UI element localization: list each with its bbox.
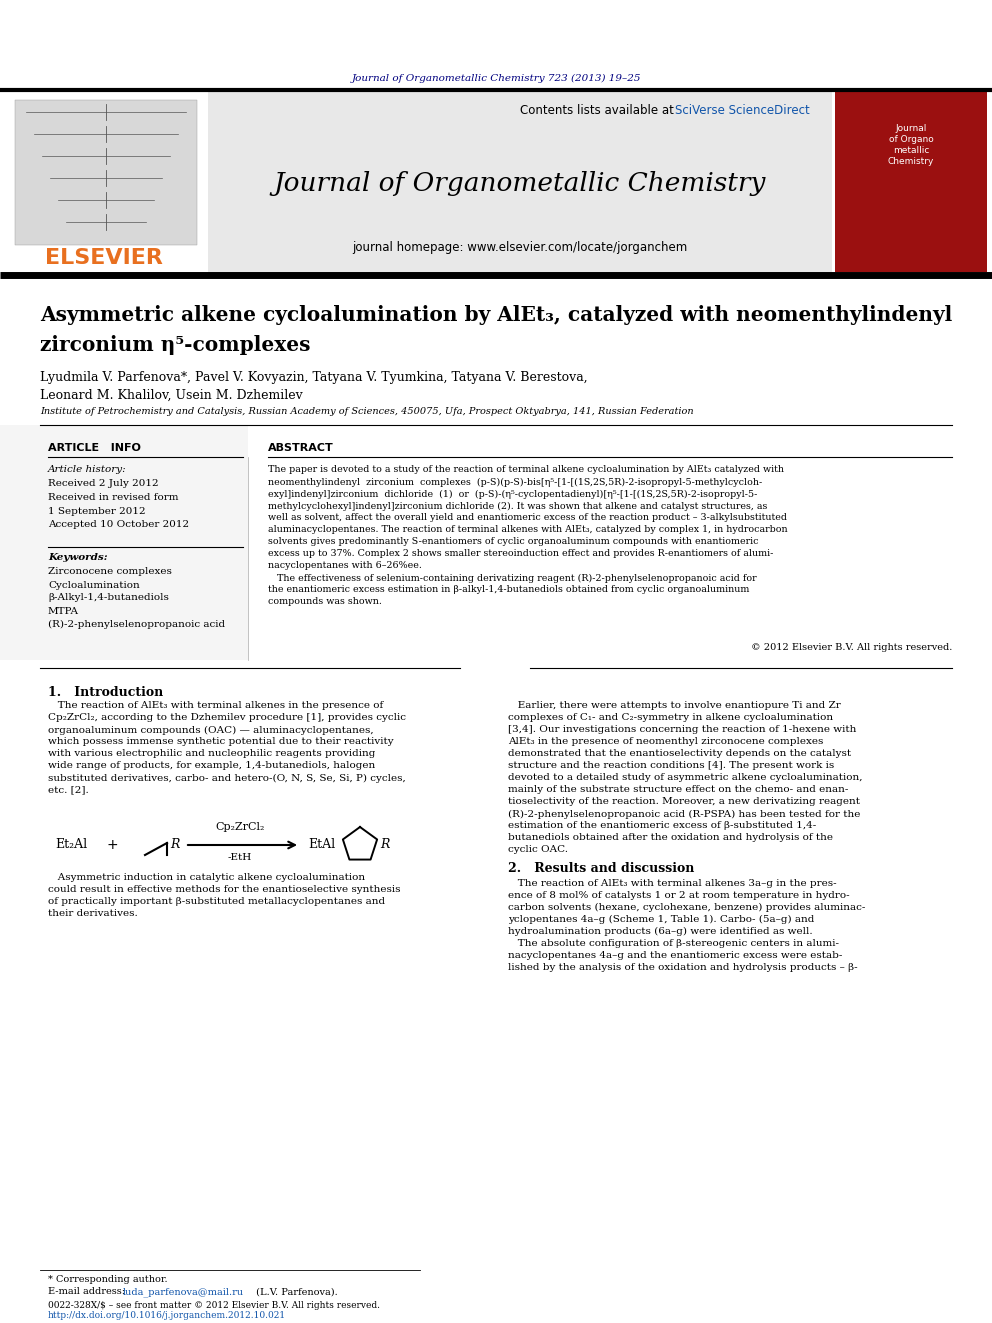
Text: Received 2 July 2012: Received 2 July 2012 bbox=[48, 479, 159, 488]
Text: organoaluminum compounds (OAC) — aluminacyclopentanes,: organoaluminum compounds (OAC) — alumina… bbox=[48, 725, 374, 734]
Text: Lyudmila V. Parfenova*, Pavel V. Kovyazin, Tatyana V. Tyumkina, Tatyana V. Beres: Lyudmila V. Parfenova*, Pavel V. Kovyazi… bbox=[40, 372, 587, 385]
Text: The absolute configuration of β-stereogenic centers in alumi-: The absolute configuration of β-stereoge… bbox=[508, 938, 839, 947]
Text: [3,4]. Our investigations concerning the reaction of 1-hexene with: [3,4]. Our investigations concerning the… bbox=[508, 725, 856, 734]
Text: Contents lists available at: Contents lists available at bbox=[520, 103, 678, 116]
Text: demonstrated that the enantioselectivity depends on the catalyst: demonstrated that the enantioselectivity… bbox=[508, 750, 851, 758]
Text: The reaction of AlEt₃ with terminal alkenes 3a–g in the pres-: The reaction of AlEt₃ with terminal alke… bbox=[508, 878, 836, 888]
Text: their derivatives.: their derivatives. bbox=[48, 909, 138, 918]
Text: EtAl: EtAl bbox=[308, 839, 335, 852]
Text: ence of 8 mol% of catalysts 1 or 2 at room temperature in hydro-: ence of 8 mol% of catalysts 1 or 2 at ro… bbox=[508, 890, 849, 900]
Text: excess up to 37%. Complex 2 shows smaller stereoinduction effect and provides R-: excess up to 37%. Complex 2 shows smalle… bbox=[268, 549, 774, 558]
Text: aluminacyclopentanes. The reaction of terminal alkenes with AlEt₃, catalyzed by : aluminacyclopentanes. The reaction of te… bbox=[268, 525, 788, 534]
Text: Keywords:: Keywords: bbox=[48, 553, 107, 562]
Text: (R)-2-phenylselenopropanoic acid: (R)-2-phenylselenopropanoic acid bbox=[48, 619, 225, 628]
Text: complexes of C₁- and C₂-symmetry in alkene cycloalumination: complexes of C₁- and C₂-symmetry in alke… bbox=[508, 713, 833, 722]
Text: ARTICLE   INFO: ARTICLE INFO bbox=[48, 443, 141, 452]
Text: Cycloalumination: Cycloalumination bbox=[48, 581, 140, 590]
Text: Earlier, there were attempts to involve enantiopure Ti and Zr: Earlier, there were attempts to involve … bbox=[508, 701, 841, 710]
Text: Journal of Organometallic Chemistry: Journal of Organometallic Chemistry bbox=[274, 171, 766, 196]
Text: β-Alkyl-1,4-butanediols: β-Alkyl-1,4-butanediols bbox=[48, 594, 169, 602]
Text: structure and the reaction conditions [4]. The present work is: structure and the reaction conditions [4… bbox=[508, 762, 834, 770]
Text: Article history:: Article history: bbox=[48, 466, 127, 475]
Text: Cp₂ZrCl₂: Cp₂ZrCl₂ bbox=[215, 822, 265, 832]
Bar bbox=[15, 101, 197, 245]
Text: lished by the analysis of the oxidation and hydrolysis products – β-: lished by the analysis of the oxidation … bbox=[508, 963, 858, 971]
Text: luda_parfenova@mail.ru: luda_parfenova@mail.ru bbox=[123, 1287, 244, 1297]
Bar bbox=[0, 90, 208, 275]
Text: zirconium η⁵-complexes: zirconium η⁵-complexes bbox=[40, 335, 310, 355]
Text: -EtH: -EtH bbox=[228, 852, 252, 861]
Text: The reaction of AlEt₃ with terminal alkenes in the presence of: The reaction of AlEt₃ with terminal alke… bbox=[48, 701, 383, 710]
Bar bbox=[0, 90, 992, 275]
Text: * Corresponding author.: * Corresponding author. bbox=[48, 1275, 168, 1285]
Bar bbox=[835, 93, 987, 273]
Text: neomenthylindenyl  zirconium  complexes  (p-S)(p-S)-bis[η⁵-[1-[(1S,2S,5R)-2-isop: neomenthylindenyl zirconium complexes (p… bbox=[268, 478, 762, 487]
Text: hydroalumination products (6a–g) were identified as well.: hydroalumination products (6a–g) were id… bbox=[508, 926, 812, 935]
Text: http://dx.doi.org/10.1016/j.jorganchem.2012.10.021: http://dx.doi.org/10.1016/j.jorganchem.2… bbox=[48, 1311, 286, 1320]
Text: solvents gives predominantly S-enantiomers of cyclic organoaluminum compounds wi: solvents gives predominantly S-enantiome… bbox=[268, 537, 759, 546]
Text: ELSEVIER: ELSEVIER bbox=[45, 247, 163, 269]
Text: (R)-2-phenylselenopropanoic acid (R-PSPA) has been tested for the: (R)-2-phenylselenopropanoic acid (R-PSPA… bbox=[508, 810, 860, 819]
Text: R: R bbox=[380, 839, 390, 852]
Text: Zirconocene complexes: Zirconocene complexes bbox=[48, 568, 172, 577]
Text: Asymmetric induction in catalytic alkene cycloalumination: Asymmetric induction in catalytic alkene… bbox=[48, 873, 365, 882]
Text: which possess immense synthetic potential due to their reactivity: which possess immense synthetic potentia… bbox=[48, 737, 394, 746]
Text: Institute of Petrochemistry and Catalysis, Russian Academy of Sciences, 450075, : Institute of Petrochemistry and Catalysi… bbox=[40, 407, 693, 417]
Text: etc. [2].: etc. [2]. bbox=[48, 786, 88, 795]
Text: Asymmetric alkene cycloalumination by AlEt₃, catalyzed with neomenthylindenyl: Asymmetric alkene cycloalumination by Al… bbox=[40, 306, 952, 325]
Text: Journal of Organometallic Chemistry 723 (2013) 19–25: Journal of Organometallic Chemistry 723 … bbox=[351, 74, 641, 82]
Text: Et₂Al: Et₂Al bbox=[55, 839, 87, 852]
Text: 1.   Introduction: 1. Introduction bbox=[48, 685, 164, 699]
Text: Received in revised form: Received in revised form bbox=[48, 493, 179, 501]
Text: tioselectivity of the reaction. Moreover, a new derivatizing reagent: tioselectivity of the reaction. Moreover… bbox=[508, 798, 860, 807]
Text: AlEt₃ in the presence of neomenthyl zirconocene complexes: AlEt₃ in the presence of neomenthyl zirc… bbox=[508, 737, 823, 746]
Bar bbox=[832, 90, 992, 275]
Text: of practically important β-substituted metallacyclopentanes and: of practically important β-substituted m… bbox=[48, 897, 385, 906]
Text: +: + bbox=[106, 837, 118, 852]
Text: Cp₂ZrCl₂, according to the Dzhemilev procedure [1], provides cyclic: Cp₂ZrCl₂, according to the Dzhemilev pro… bbox=[48, 713, 406, 722]
Text: methylcyclohexyl]indenyl]zirconium dichloride (2). It was shown that alkene and : methylcyclohexyl]indenyl]zirconium dichl… bbox=[268, 501, 768, 511]
Bar bbox=[0, 425, 248, 660]
Text: The effectiveness of selenium-containing derivatizing reagent (R)-2-phenylseleno: The effectiveness of selenium-containing… bbox=[268, 573, 757, 582]
Text: butanediols obtained after the oxidation and hydrolysis of the: butanediols obtained after the oxidation… bbox=[508, 833, 833, 843]
Text: ABSTRACT: ABSTRACT bbox=[268, 443, 333, 452]
Text: 2.   Results and discussion: 2. Results and discussion bbox=[508, 861, 694, 875]
Text: 1 September 2012: 1 September 2012 bbox=[48, 507, 146, 516]
Text: compounds was shown.: compounds was shown. bbox=[268, 598, 382, 606]
Text: Journal
of Organo
metallic
Chemistry: Journal of Organo metallic Chemistry bbox=[888, 124, 934, 167]
Text: The paper is devoted to a study of the reaction of terminal alkene cycloaluminat: The paper is devoted to a study of the r… bbox=[268, 466, 784, 475]
Text: the enantiomeric excess estimation in β-alkyl-1,4-butanediols obtained from cycl: the enantiomeric excess estimation in β-… bbox=[268, 586, 749, 594]
Text: R: R bbox=[170, 839, 180, 852]
Text: wide range of products, for example, 1,4-butanediols, halogen: wide range of products, for example, 1,4… bbox=[48, 762, 375, 770]
Text: © 2012 Elsevier B.V. All rights reserved.: © 2012 Elsevier B.V. All rights reserved… bbox=[751, 643, 952, 652]
Text: MTPA: MTPA bbox=[48, 606, 79, 615]
Text: E-mail address:: E-mail address: bbox=[48, 1287, 128, 1297]
Text: mainly of the substrate structure effect on the chemo- and enan-: mainly of the substrate structure effect… bbox=[508, 786, 848, 795]
Text: cyclic OAC.: cyclic OAC. bbox=[508, 845, 568, 855]
Text: Leonard M. Khalilov, Usein M. Dzhemilev: Leonard M. Khalilov, Usein M. Dzhemilev bbox=[40, 389, 303, 401]
Text: (L.V. Parfenova).: (L.V. Parfenova). bbox=[253, 1287, 337, 1297]
Text: exyl]indenyl]zirconium  dichloride  (1)  or  (p-S)-(η⁵-cyclopentadienyl)[η⁵-[1-[: exyl]indenyl]zirconium dichloride (1) or… bbox=[268, 490, 757, 499]
Text: substituted derivatives, carbo- and hetero-(O, N, S, Se, Si, P) cycles,: substituted derivatives, carbo- and hete… bbox=[48, 774, 406, 783]
Text: yclopentanes 4a–g (Scheme 1, Table 1). Carbo- (5a–g) and: yclopentanes 4a–g (Scheme 1, Table 1). C… bbox=[508, 914, 814, 923]
Text: 0022-328X/$ – see front matter © 2012 Elsevier B.V. All rights reserved.: 0022-328X/$ – see front matter © 2012 El… bbox=[48, 1301, 380, 1310]
Text: carbon solvents (hexane, cyclohexane, benzene) provides aluminac-: carbon solvents (hexane, cyclohexane, be… bbox=[508, 902, 865, 912]
Text: devoted to a detailed study of asymmetric alkene cycloalumination,: devoted to a detailed study of asymmetri… bbox=[508, 774, 862, 782]
Text: could result in effective methods for the enantioselective synthesis: could result in effective methods for th… bbox=[48, 885, 401, 894]
Text: nacyclopentanes 4a–g and the enantiomeric excess were estab-: nacyclopentanes 4a–g and the enantiomeri… bbox=[508, 950, 842, 959]
Text: well as solvent, affect the overall yield and enantiomeric excess of the reactio: well as solvent, affect the overall yiel… bbox=[268, 513, 787, 523]
Text: SciVerse ScienceDirect: SciVerse ScienceDirect bbox=[675, 103, 809, 116]
Text: with various electrophilic and nucleophilic reagents providing: with various electrophilic and nucleophi… bbox=[48, 750, 375, 758]
Text: Accepted 10 October 2012: Accepted 10 October 2012 bbox=[48, 520, 189, 529]
Text: nacyclopentanes with 6–26%ee.: nacyclopentanes with 6–26%ee. bbox=[268, 561, 422, 570]
Text: journal homepage: www.elsevier.com/locate/jorganchem: journal homepage: www.elsevier.com/locat… bbox=[352, 242, 687, 254]
Text: estimation of the enantiomeric excess of β-substituted 1,4-: estimation of the enantiomeric excess of… bbox=[508, 822, 816, 831]
